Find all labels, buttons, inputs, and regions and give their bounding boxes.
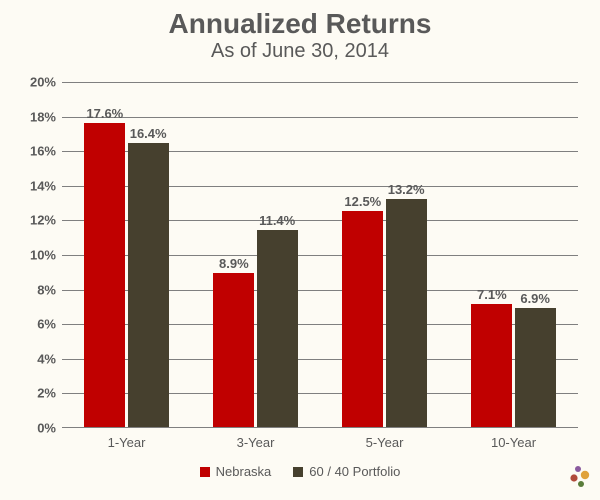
legend: Nebraska 60 / 40 Portfolio <box>0 464 600 479</box>
y-tick-label: 16% <box>30 144 62 159</box>
bar-value-label: 6.9% <box>520 291 550 308</box>
legend-swatch <box>200 467 210 477</box>
bar-value-label: 8.9% <box>219 256 249 273</box>
y-tick-label: 12% <box>30 213 62 228</box>
y-tick-label: 18% <box>30 109 62 124</box>
y-tick-label: 2% <box>37 386 62 401</box>
watermark-icon <box>568 465 592 494</box>
x-tick-label: 10-Year <box>491 427 536 450</box>
x-tick-label: 3-Year <box>237 427 275 450</box>
bar: 6.9% <box>515 308 556 427</box>
bar: 16.4% <box>128 143 169 427</box>
x-tick-label: 5-Year <box>366 427 404 450</box>
gridline <box>62 82 578 83</box>
legend-label: Nebraska <box>216 464 272 479</box>
plot-area: 0%2%4%6%8%10%12%14%16%18%20%17.6%16.4%1-… <box>62 82 578 428</box>
bar: 7.1% <box>471 304 512 427</box>
bar-value-label: 12.5% <box>344 194 381 211</box>
bar: 17.6% <box>84 123 125 427</box>
y-tick-label: 0% <box>37 421 62 436</box>
bar-value-label: 13.2% <box>388 182 425 199</box>
y-tick-label: 20% <box>30 75 62 90</box>
y-tick-label: 4% <box>37 351 62 366</box>
bar: 8.9% <box>213 273 254 427</box>
gridline <box>62 117 578 118</box>
y-tick-label: 10% <box>30 248 62 263</box>
bar: 13.2% <box>386 199 427 427</box>
bar: 12.5% <box>342 211 383 427</box>
chart-subtitle: As of June 30, 2014 <box>0 40 600 63</box>
bar-value-label: 17.6% <box>86 106 123 123</box>
legend-swatch <box>293 467 303 477</box>
y-tick-label: 8% <box>37 282 62 297</box>
bar-value-label: 16.4% <box>130 126 167 143</box>
returns-bar-chart: Annualized ReturnsAs of June 30, 20140%2… <box>0 0 600 500</box>
bar-value-label: 11.4% <box>259 213 295 230</box>
bar: 11.4% <box>257 230 298 427</box>
legend-item: Nebraska <box>200 464 272 479</box>
bar-value-label: 7.1% <box>477 287 507 304</box>
legend-item: 60 / 40 Portfolio <box>293 464 400 479</box>
x-tick-label: 1-Year <box>108 427 146 450</box>
chart-title: Annualized Returns <box>0 8 600 40</box>
y-tick-label: 6% <box>37 317 62 332</box>
y-tick-label: 14% <box>30 178 62 193</box>
legend-label: 60 / 40 Portfolio <box>309 464 400 479</box>
